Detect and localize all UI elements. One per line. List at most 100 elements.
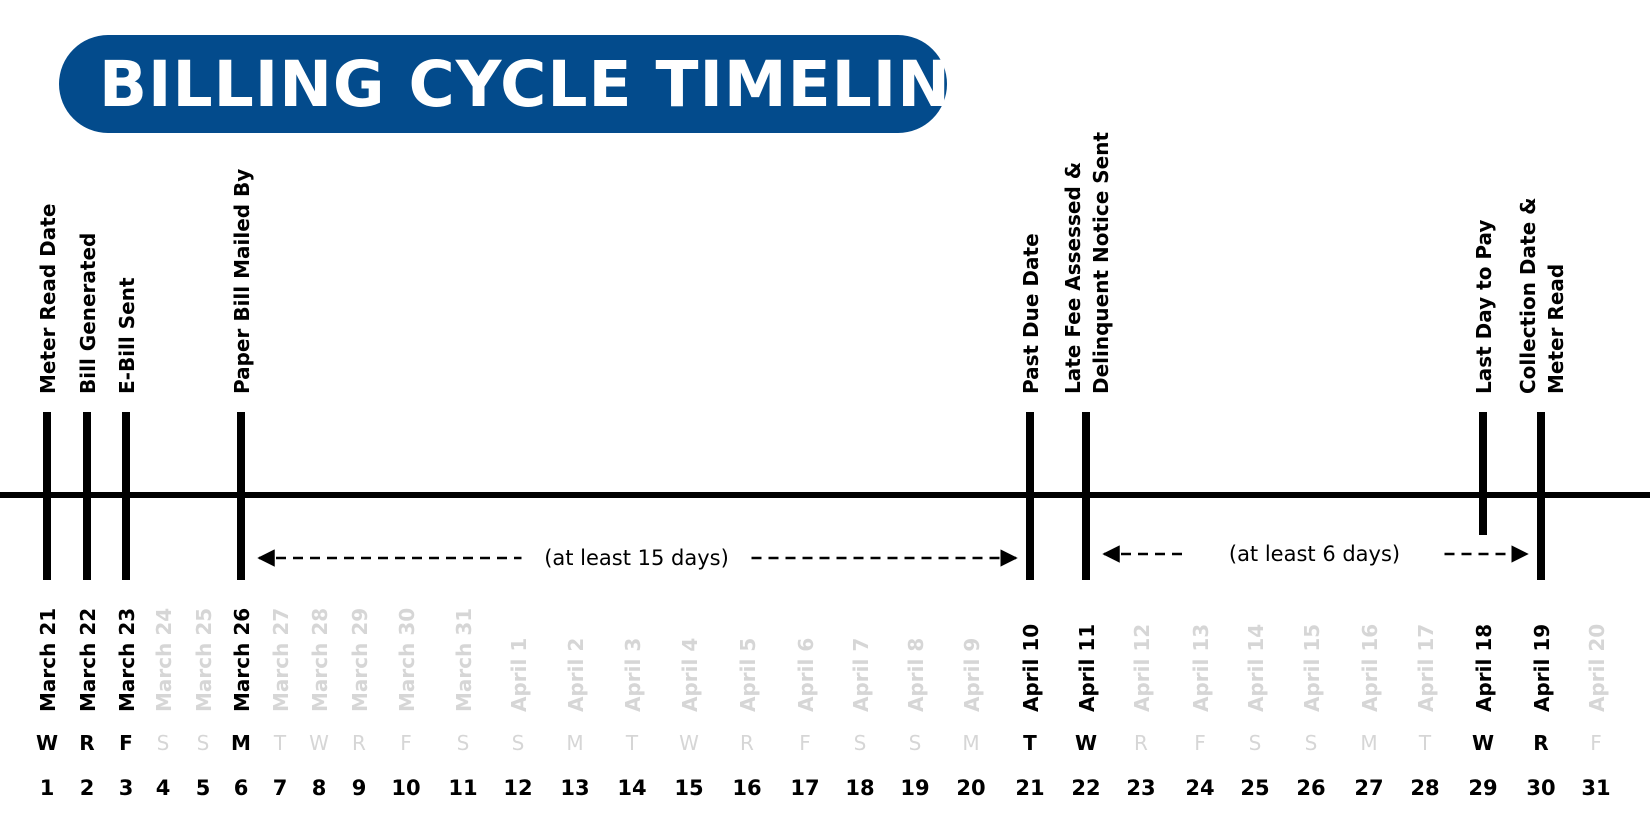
day-date-label: April 20 <box>1585 624 1609 712</box>
event-label: Meter Read <box>1544 264 1568 394</box>
day-of-week-label: S <box>1249 731 1262 755</box>
day-of-week-label: S <box>197 731 210 755</box>
day-number-label: 8 <box>312 776 327 800</box>
day-date-label: March 26 <box>230 608 254 712</box>
event-label: Bill Generated <box>76 233 100 394</box>
day-number-label: 9 <box>352 776 367 800</box>
span-label: (at least 6 days) <box>1229 542 1400 566</box>
day-of-week-label: S <box>909 731 922 755</box>
day-number-label: 2 <box>80 776 95 800</box>
day-number-label: 26 <box>1296 776 1325 800</box>
event-label: Collection Date & <box>1516 197 1540 394</box>
day-of-week-label: M <box>566 731 583 755</box>
event-label: Late Fee Assessed & <box>1061 162 1085 394</box>
day-date-label: April 3 <box>621 638 645 712</box>
day-of-week-label: S <box>157 731 170 755</box>
day-number-label: 24 <box>1185 776 1214 800</box>
day-date-label: April 10 <box>1019 624 1043 712</box>
event-label: Past Due Date <box>1019 233 1043 394</box>
day-of-week-label: F <box>400 731 412 755</box>
day-of-week-label: R <box>1533 731 1548 755</box>
day-number-label: 15 <box>674 776 703 800</box>
day-of-week-label: R <box>352 731 366 755</box>
day-number-label: 23 <box>1126 776 1155 800</box>
page-title: BILLING CYCLE TIMELINE <box>99 47 996 121</box>
title-banner: BILLING CYCLE TIMELINE <box>59 35 994 133</box>
day-date-label: March 31 <box>452 608 476 712</box>
event-label: Delinquent Notice Sent <box>1089 132 1113 394</box>
day-of-week-label: T <box>1418 731 1432 755</box>
day-date-label: April 17 <box>1414 624 1438 712</box>
day-date-label: March 29 <box>348 608 372 712</box>
day-number-label: 12 <box>503 776 532 800</box>
day-of-week-label: T <box>625 731 639 755</box>
day-of-week-label: S <box>854 731 867 755</box>
day-date-label: April 12 <box>1130 624 1154 712</box>
day-number-label: 21 <box>1015 776 1044 800</box>
day-number-label: 5 <box>196 776 211 800</box>
day-number-label: 27 <box>1354 776 1383 800</box>
day-of-week-label: W <box>1472 731 1494 755</box>
day-number-label: 6 <box>234 776 249 800</box>
day-of-week-label: W <box>679 731 699 755</box>
day-number-label: 3 <box>119 776 134 800</box>
day-date-label: March 25 <box>192 608 216 712</box>
day-date-label: March 23 <box>115 608 139 712</box>
day-date-label: April 9 <box>960 638 984 712</box>
day-number-label: 13 <box>560 776 589 800</box>
day-number-label: 1 <box>40 776 55 800</box>
day-date-label: April 13 <box>1189 624 1213 712</box>
day-number-label: 22 <box>1071 776 1100 800</box>
day-of-week-label: W <box>36 731 58 755</box>
day-of-week-label: F <box>1590 731 1602 755</box>
day-date-label: April 14 <box>1244 624 1268 712</box>
day-date-label: March 22 <box>76 608 100 712</box>
day-of-week-label: S <box>457 731 470 755</box>
day-number-label: 4 <box>156 776 171 800</box>
event-label: Paper Bill Mailed By <box>230 169 254 394</box>
day-number-label: 7 <box>273 776 288 800</box>
day-date-label: April 19 <box>1530 624 1554 712</box>
day-number-label: 20 <box>956 776 985 800</box>
day-date-label: April 18 <box>1472 624 1496 712</box>
day-number-label: 18 <box>845 776 874 800</box>
day-number-label: 16 <box>732 776 761 800</box>
day-number-label: 14 <box>617 776 646 800</box>
day-of-week-label: R <box>1134 731 1148 755</box>
day-number-label: 10 <box>391 776 420 800</box>
day-of-week-label: W <box>1075 731 1097 755</box>
day-number-label: 17 <box>790 776 819 800</box>
day-date-label: April 7 <box>849 638 873 712</box>
day-of-week-label: S <box>1305 731 1318 755</box>
event-label: E-Bill Sent <box>115 277 139 394</box>
day-number-label: 31 <box>1581 776 1610 800</box>
day-date-label: April 6 <box>794 638 818 712</box>
day-of-week-label: W <box>309 731 329 755</box>
event-label: Meter Read Date <box>36 204 60 394</box>
day-of-week-label: F <box>799 731 811 755</box>
event-label: Last Day to Pay <box>1472 220 1496 394</box>
day-date-label: April 16 <box>1358 624 1382 712</box>
day-number-label: 28 <box>1410 776 1439 800</box>
day-date-label: April 15 <box>1300 624 1324 712</box>
day-date-label: April 4 <box>678 638 702 712</box>
day-of-week-label: T <box>1023 731 1037 755</box>
day-date-label: April 2 <box>564 638 588 712</box>
day-of-week-label: S <box>512 731 525 755</box>
day-number-label: 11 <box>448 776 477 800</box>
day-date-label: April 1 <box>507 638 531 712</box>
day-date-label: April 8 <box>904 638 928 712</box>
day-of-week-label: R <box>79 731 94 755</box>
day-date-label: March 28 <box>308 608 332 712</box>
day-of-week-label: F <box>1194 731 1206 755</box>
day-of-week-label: T <box>273 731 287 755</box>
day-of-week-label: M <box>962 731 979 755</box>
day-date-label: March 24 <box>152 608 176 712</box>
span-label: (at least 15 days) <box>544 546 729 570</box>
day-date-label: March 30 <box>395 608 419 712</box>
day-date-label: March 27 <box>269 608 293 712</box>
day-number-label: 25 <box>1240 776 1269 800</box>
day-of-week-label: R <box>740 731 754 755</box>
day-number-label: 29 <box>1468 776 1497 800</box>
